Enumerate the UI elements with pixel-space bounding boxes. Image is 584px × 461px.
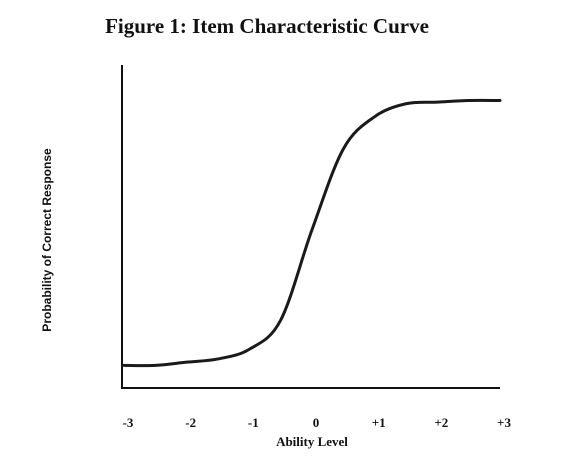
x-tick-label: -1 [248, 415, 259, 430]
curve [122, 98, 502, 368]
x-tick-label: +2 [434, 415, 448, 430]
y-axis-label: Probability of Correct Response [40, 148, 54, 332]
x-tick-label: +1 [372, 415, 386, 430]
x-tick-label: -3 [123, 415, 134, 430]
x-tick-label: +3 [497, 415, 511, 430]
x-tick-label: -2 [185, 415, 196, 430]
chart-title: Figure 1: Item Characteristic Curve [105, 14, 429, 38]
x-tick-label: 0 [313, 415, 320, 430]
x-axis-label: Ability Level [276, 434, 348, 449]
